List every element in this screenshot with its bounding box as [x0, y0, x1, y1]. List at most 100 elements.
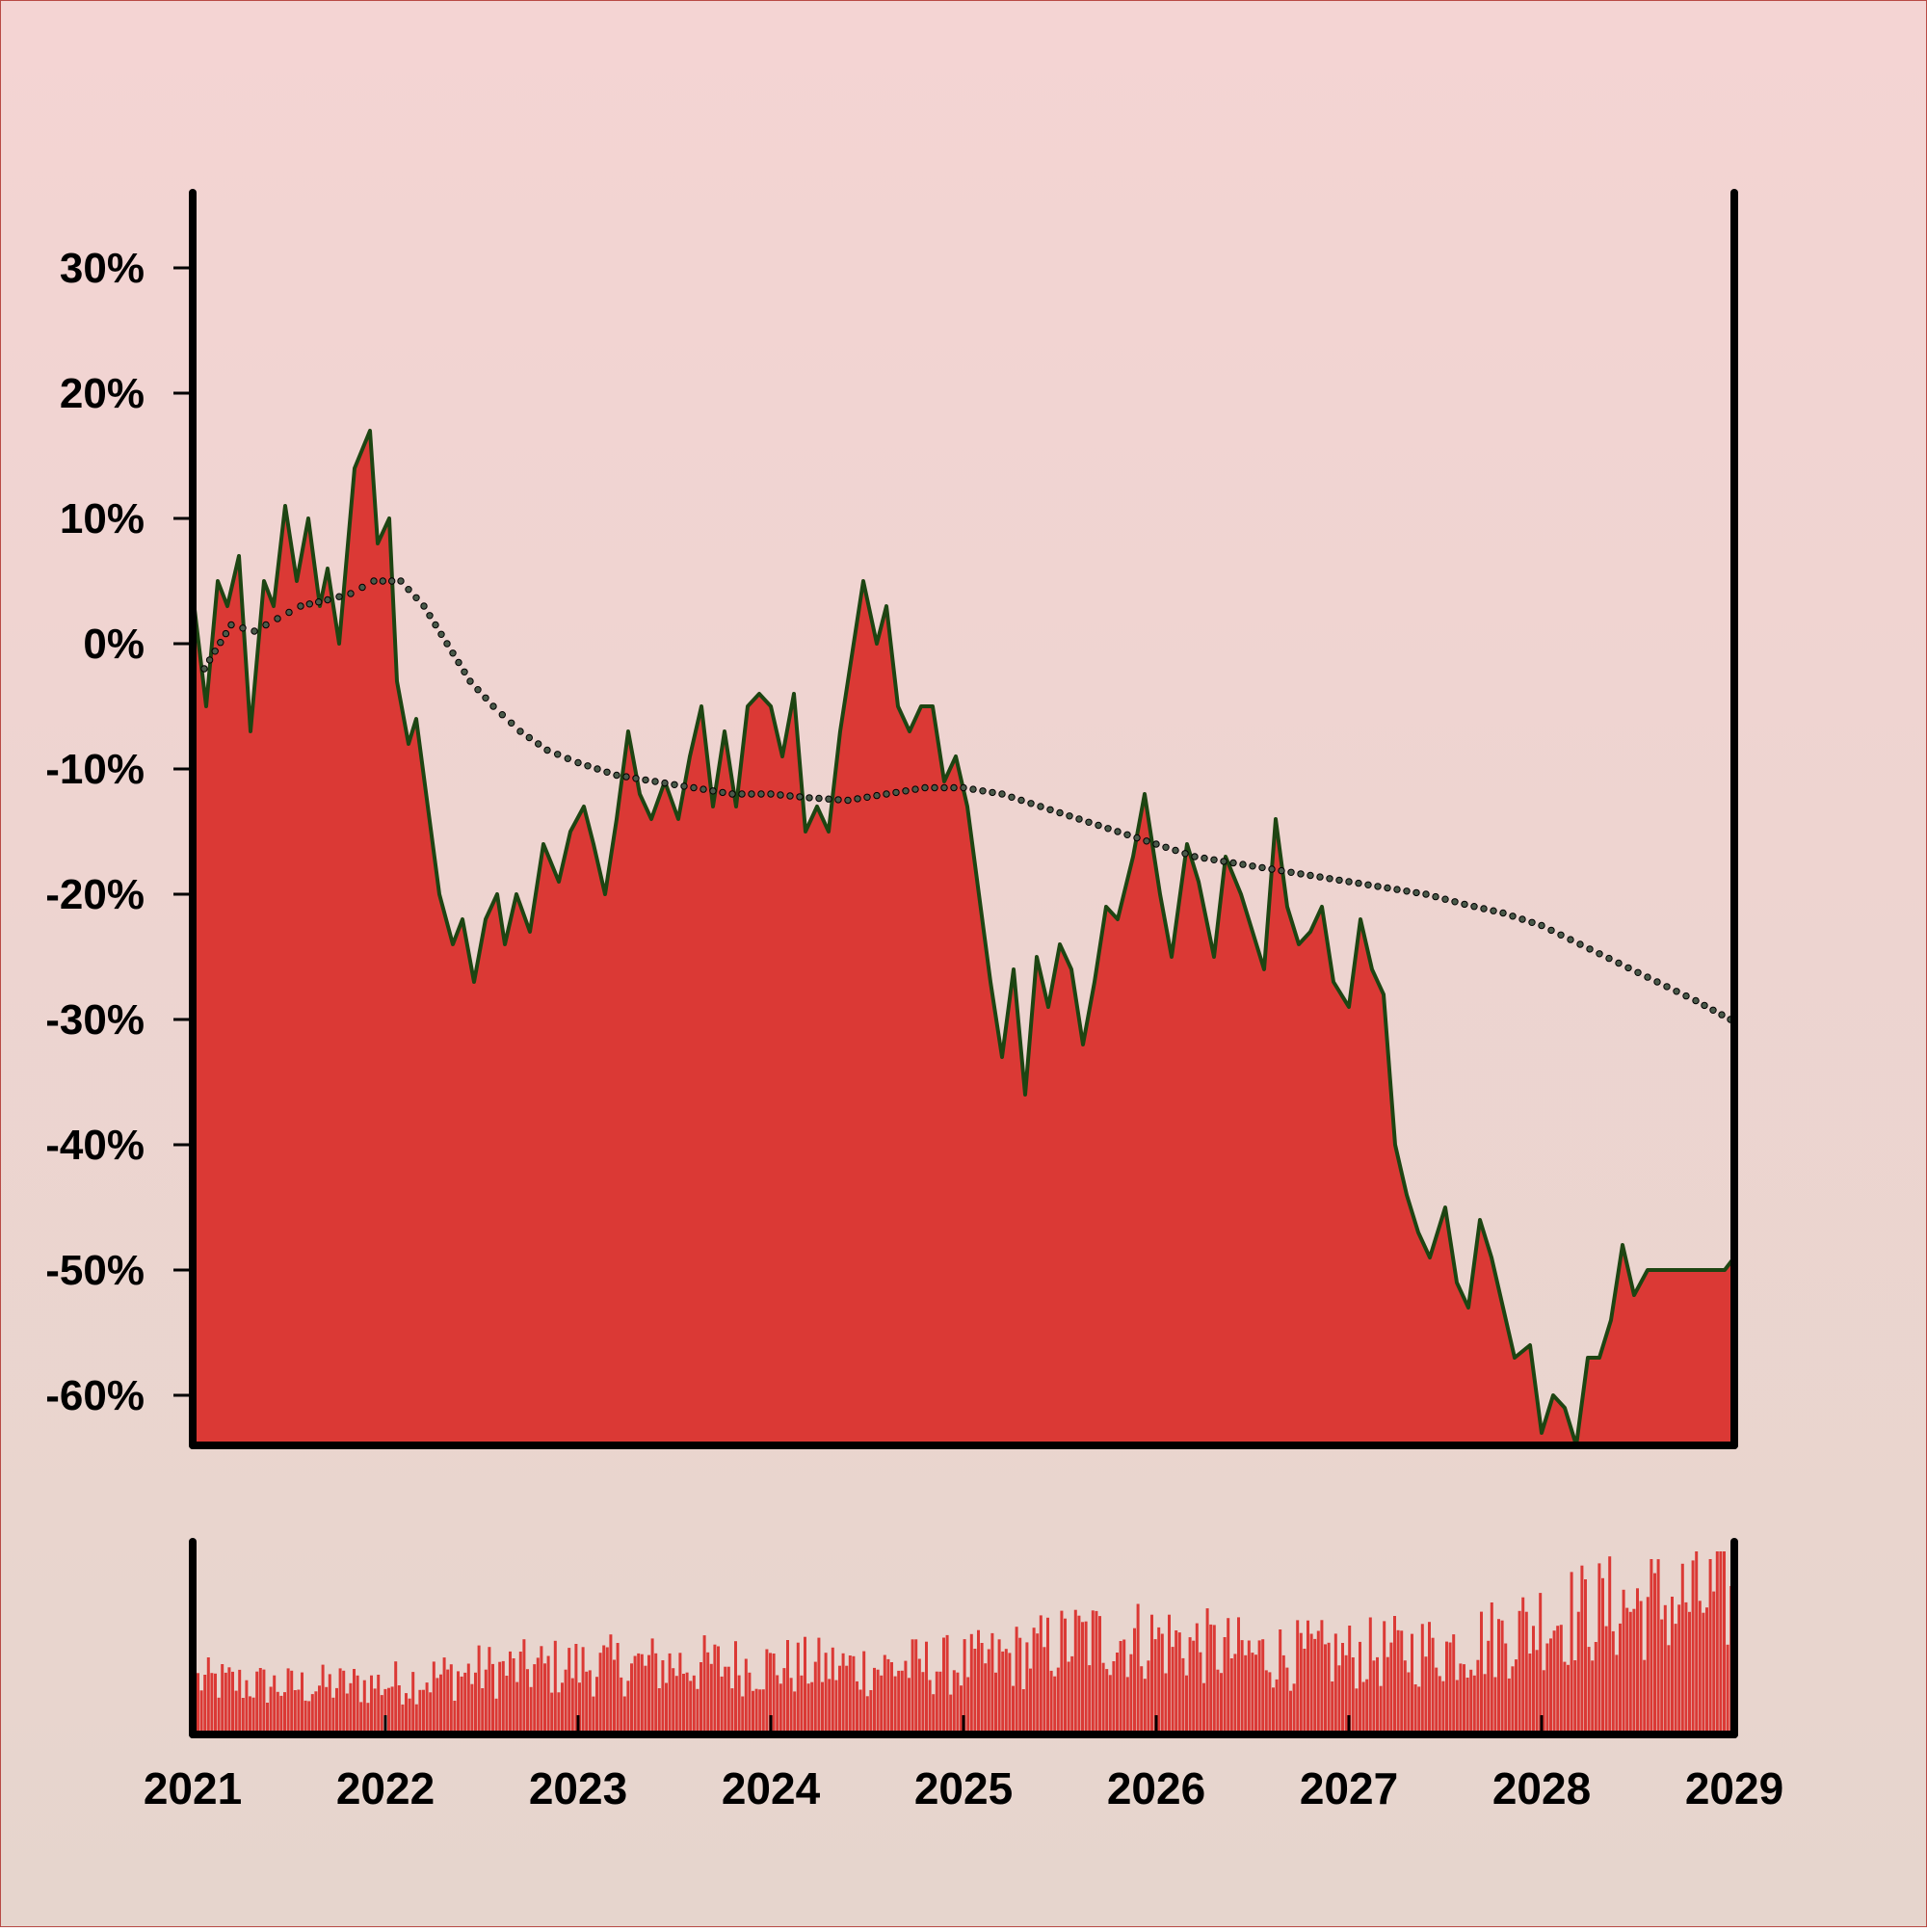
- trend-marker: [1220, 858, 1227, 865]
- x-tick-label: 2029: [1685, 1763, 1783, 1813]
- volume-bar: [977, 1629, 980, 1734]
- volume-bar: [1112, 1661, 1116, 1734]
- volume-bar: [928, 1680, 932, 1734]
- volume-bar: [1313, 1638, 1317, 1734]
- volume-bar: [331, 1697, 335, 1734]
- volume-bar: [488, 1647, 491, 1734]
- volume-bar: [1660, 1619, 1664, 1734]
- volume-bar: [752, 1690, 754, 1734]
- volume-bar: [828, 1679, 832, 1734]
- volume-bar: [221, 1664, 224, 1734]
- volume-bar: [1643, 1659, 1647, 1734]
- trend-marker: [1673, 988, 1680, 995]
- volume-bar: [1008, 1653, 1012, 1734]
- volume-bar: [932, 1694, 936, 1734]
- volume-bar: [1070, 1655, 1074, 1734]
- volume-bar: [1081, 1622, 1084, 1734]
- volume-bar: [1133, 1628, 1136, 1734]
- volume-bar: [769, 1653, 772, 1734]
- volume-bar: [1064, 1618, 1067, 1734]
- volume-bar: [1001, 1651, 1005, 1734]
- volume-bar: [709, 1663, 713, 1734]
- trend-marker: [1017, 796, 1025, 805]
- volume-bar: [1223, 1637, 1227, 1734]
- volume-bar: [1181, 1657, 1185, 1734]
- volume-bar: [987, 1649, 990, 1734]
- volume-bar: [238, 1669, 242, 1734]
- volume-bar: [938, 1671, 942, 1734]
- trend-marker: [262, 621, 270, 629]
- volume-bar: [1285, 1667, 1289, 1734]
- volume-bar: [401, 1704, 405, 1734]
- volume-bar: [262, 1669, 266, 1734]
- volume-bar: [1403, 1660, 1407, 1734]
- volume-bar: [307, 1701, 311, 1734]
- volume-bar: [1379, 1685, 1383, 1734]
- volume-bar: [702, 1635, 706, 1734]
- volume-bar: [1476, 1659, 1480, 1734]
- trend-marker: [1239, 860, 1247, 868]
- volume-bar: [1067, 1661, 1070, 1734]
- volume-bar: [1164, 1673, 1168, 1734]
- volume-bar: [1355, 1688, 1359, 1734]
- volume-bar: [810, 1681, 814, 1734]
- trend-marker: [1567, 936, 1574, 943]
- volume-bar: [318, 1685, 321, 1734]
- volume-bar: [748, 1672, 752, 1734]
- volume-bar: [224, 1672, 227, 1734]
- volume-bar: [1604, 1626, 1608, 1734]
- volume-bar: [1095, 1610, 1098, 1734]
- volume-bar: [1220, 1673, 1223, 1734]
- trend-marker: [1316, 873, 1324, 881]
- volume-bar: [1046, 1617, 1049, 1734]
- volume-bar: [1656, 1559, 1660, 1734]
- volume-bar: [862, 1651, 866, 1734]
- volume-bar: [498, 1661, 502, 1734]
- volume-bar: [436, 1678, 439, 1734]
- volume-bar: [724, 1666, 727, 1734]
- volume-bar: [255, 1671, 259, 1734]
- volume-bar: [1535, 1650, 1539, 1734]
- volume-bar: [570, 1678, 574, 1734]
- volume-bar: [883, 1654, 886, 1734]
- volume-bar: [834, 1680, 838, 1734]
- volume-bar: [1205, 1608, 1209, 1734]
- trend-marker: [825, 795, 832, 803]
- volume-bar: [1407, 1672, 1411, 1734]
- volume-bar: [1420, 1624, 1424, 1734]
- trend-marker: [680, 782, 688, 790]
- volume-bar: [720, 1676, 724, 1734]
- trend-marker: [892, 788, 900, 797]
- volume-bar: [1431, 1637, 1435, 1734]
- volume-bar: [1192, 1640, 1196, 1734]
- volume-bar: [592, 1696, 595, 1734]
- volume-bar: [249, 1696, 251, 1734]
- volume-bar: [1153, 1639, 1157, 1734]
- volume-bar: [1257, 1640, 1261, 1734]
- trend-marker: [777, 791, 784, 799]
- volume-bar: [342, 1670, 346, 1734]
- volume-bar: [540, 1646, 543, 1734]
- trend-marker: [1133, 834, 1141, 842]
- volume-bar: [1116, 1653, 1119, 1734]
- volume-bar: [845, 1665, 849, 1734]
- trend-marker: [474, 686, 482, 694]
- trend-marker: [1201, 854, 1208, 862]
- volume-bar: [616, 1643, 620, 1734]
- volume-bar: [754, 1688, 758, 1734]
- trend-marker: [1480, 905, 1488, 913]
- volume-bar: [1053, 1676, 1057, 1734]
- trend-marker: [412, 594, 420, 601]
- volume-bar: [696, 1688, 700, 1734]
- volume-bar: [657, 1688, 661, 1734]
- y-tick-label: 0%: [83, 621, 145, 668]
- volume-bar: [394, 1661, 398, 1734]
- volume-bar: [397, 1685, 401, 1734]
- volume-bar: [1043, 1647, 1046, 1734]
- volume-bar: [1320, 1620, 1324, 1734]
- volume-bar: [672, 1668, 675, 1734]
- volume-bar: [966, 1677, 970, 1734]
- volume-bar: [644, 1665, 647, 1734]
- volume-bar: [765, 1649, 769, 1734]
- trend-marker: [1191, 853, 1199, 860]
